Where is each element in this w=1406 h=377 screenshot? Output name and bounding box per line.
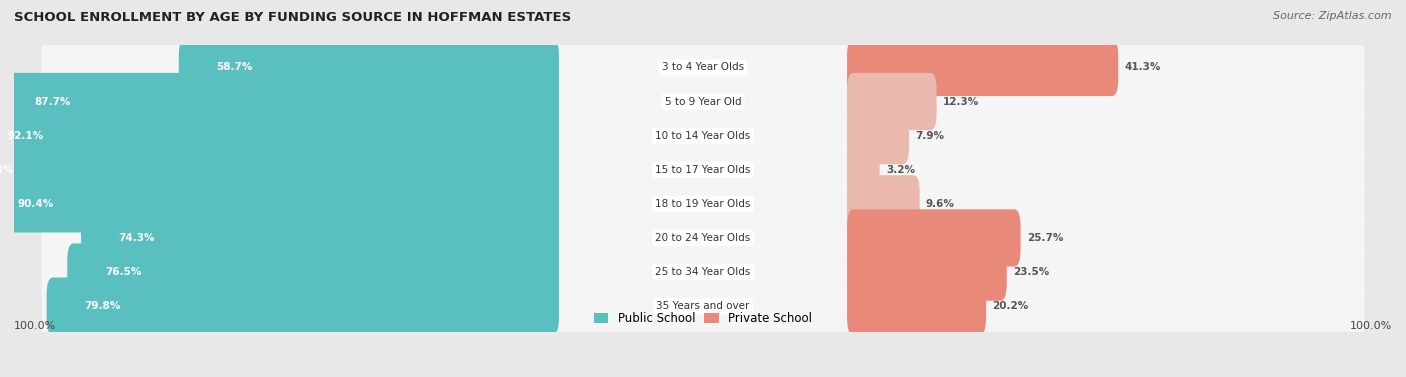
FancyBboxPatch shape [846,73,936,130]
Text: 9.6%: 9.6% [927,199,955,209]
Text: 12.3%: 12.3% [943,97,979,107]
FancyBboxPatch shape [846,209,1021,267]
FancyBboxPatch shape [0,141,560,198]
FancyBboxPatch shape [179,39,560,96]
Text: 25.7%: 25.7% [1026,233,1063,243]
FancyBboxPatch shape [846,244,1007,301]
FancyBboxPatch shape [42,93,1364,179]
Text: 20 to 24 Year Olds: 20 to 24 Year Olds [655,233,751,243]
FancyBboxPatch shape [0,107,560,164]
Text: 92.1%: 92.1% [7,130,44,141]
Text: 20.2%: 20.2% [993,301,1029,311]
Text: Source: ZipAtlas.com: Source: ZipAtlas.com [1274,11,1392,21]
FancyBboxPatch shape [42,127,1364,213]
Text: 90.4%: 90.4% [18,199,53,209]
Text: 18 to 19 Year Olds: 18 to 19 Year Olds [655,199,751,209]
Text: SCHOOL ENROLLMENT BY AGE BY FUNDING SOURCE IN HOFFMAN ESTATES: SCHOOL ENROLLMENT BY AGE BY FUNDING SOUR… [14,11,571,24]
Text: 58.7%: 58.7% [217,63,253,72]
FancyBboxPatch shape [0,73,560,130]
FancyBboxPatch shape [846,141,880,198]
Text: 87.7%: 87.7% [35,97,72,107]
FancyBboxPatch shape [0,175,560,233]
FancyBboxPatch shape [846,277,986,335]
FancyBboxPatch shape [846,39,1118,96]
FancyBboxPatch shape [846,107,910,164]
Text: 7.9%: 7.9% [915,130,945,141]
FancyBboxPatch shape [67,244,560,301]
Text: 100.0%: 100.0% [14,321,56,331]
FancyBboxPatch shape [42,58,1364,144]
FancyBboxPatch shape [42,161,1364,247]
Legend: Public School, Private School: Public School, Private School [591,309,815,329]
Text: 96.8%: 96.8% [0,165,14,175]
Text: 35 Years and over: 35 Years and over [657,301,749,311]
FancyBboxPatch shape [846,175,920,233]
Text: 25 to 34 Year Olds: 25 to 34 Year Olds [655,267,751,277]
FancyBboxPatch shape [82,209,560,267]
FancyBboxPatch shape [42,195,1364,281]
Text: 3.2%: 3.2% [886,165,915,175]
Text: 79.8%: 79.8% [84,301,121,311]
Text: 3 to 4 Year Olds: 3 to 4 Year Olds [662,63,744,72]
Text: 100.0%: 100.0% [1350,321,1392,331]
Text: 41.3%: 41.3% [1125,63,1161,72]
Text: 10 to 14 Year Olds: 10 to 14 Year Olds [655,130,751,141]
Text: 74.3%: 74.3% [118,233,155,243]
FancyBboxPatch shape [46,277,560,335]
Text: 76.5%: 76.5% [105,267,141,277]
Text: 23.5%: 23.5% [1012,267,1049,277]
FancyBboxPatch shape [42,263,1364,349]
Text: 5 to 9 Year Old: 5 to 9 Year Old [665,97,741,107]
FancyBboxPatch shape [42,229,1364,315]
FancyBboxPatch shape [42,25,1364,110]
Text: 15 to 17 Year Olds: 15 to 17 Year Olds [655,165,751,175]
